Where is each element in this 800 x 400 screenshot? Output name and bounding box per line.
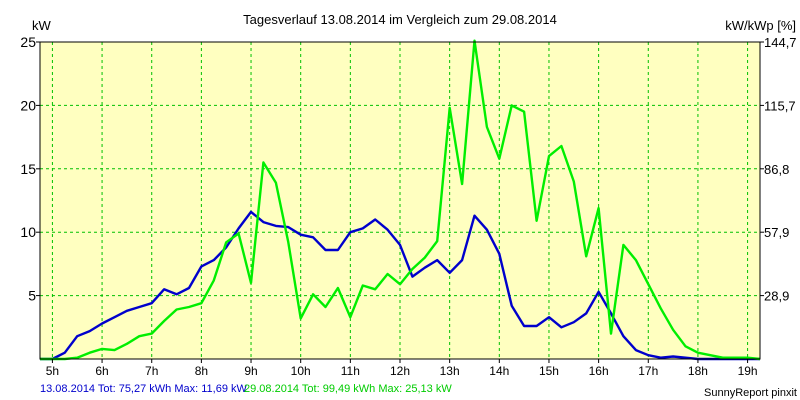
y-tick-label-left: 5 xyxy=(28,288,36,304)
series-line-1 xyxy=(40,210,760,361)
series-lines xyxy=(40,39,761,361)
x-tick-label: 6h xyxy=(95,364,108,378)
chart-title: Tagesverlauf 13.08.2014 im Vergleich zum… xyxy=(243,12,557,27)
y-tick-label-right: 144,7 xyxy=(764,35,797,50)
x-tick-label: 10h xyxy=(291,364,311,378)
legend-series-2: 29.08.2014 Tot: 99,49 kWh Max: 25,13 kW xyxy=(244,383,452,395)
x-tick-label: 14h xyxy=(489,364,509,378)
x-tick-label: 12h xyxy=(390,364,410,378)
y-tick-label-left: 20 xyxy=(20,97,36,113)
y-axis-label-left: kW xyxy=(32,18,52,33)
y-axis-label-right: kW/kWp [%] xyxy=(725,18,796,33)
y-tick-label-right: 86,8 xyxy=(764,162,789,177)
series-line-2 xyxy=(40,39,761,361)
y-tick-label-right: 57,9 xyxy=(764,225,789,240)
x-tick-label: 8h xyxy=(195,364,208,378)
x-tick-label: 9h xyxy=(244,364,257,378)
footer-credit: SunnyReport pinxit xyxy=(704,387,797,399)
x-tick-label: 16h xyxy=(589,364,609,378)
x-tick-label: 11h xyxy=(341,364,360,378)
x-tick-label: 5h xyxy=(46,364,59,378)
x-tick-label: 7h xyxy=(145,364,158,378)
y-tick-label-right: 28,9 xyxy=(764,289,789,304)
y-tick-label-left: 15 xyxy=(20,161,36,177)
axis-labels: 5h 6h 7h 8h 9h 10h 11h 12h 13h 14h 15h 16h 17h 18h 19h… xyxy=(20,34,796,378)
legend-series-1: 13.08.2014 Tot: 75,27 kWh Max: 11,69 kW xyxy=(40,383,247,395)
x-tick-label: 15h xyxy=(539,364,559,378)
x-tick-label: 18h xyxy=(688,364,708,378)
x-tick-label: 17h xyxy=(638,364,658,378)
x-tick-label: 19h xyxy=(738,364,758,378)
y-tick-label-left: 10 xyxy=(20,224,36,240)
y-tick-label-left: 25 xyxy=(20,34,36,50)
y-tick-label-right: 115,7 xyxy=(764,98,796,113)
x-tick-label: 13h xyxy=(440,364,460,378)
